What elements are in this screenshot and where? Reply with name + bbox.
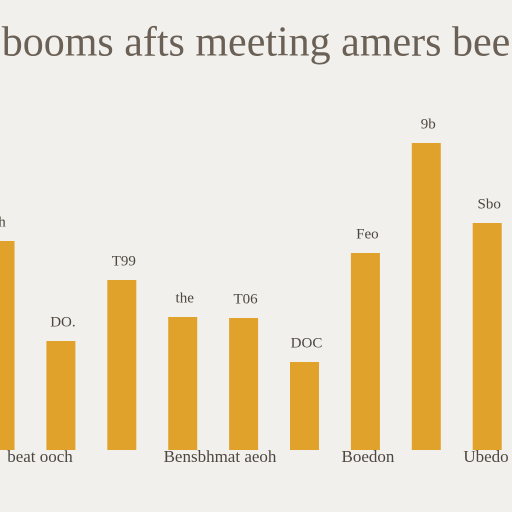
bar (168, 317, 198, 450)
bar (107, 280, 137, 450)
bar-label: Sbo (478, 196, 501, 212)
bar-label: Feo (356, 226, 379, 242)
bar (0, 241, 15, 450)
bar-label: the (176, 290, 195, 306)
bar (229, 318, 259, 450)
bar (411, 143, 441, 450)
bar-label: h (0, 214, 6, 230)
bar-label: DOC (291, 335, 323, 351)
bar (350, 253, 380, 450)
bar (46, 341, 76, 450)
bar-label: T99 (112, 253, 136, 269)
bar (472, 223, 502, 450)
x-label: Boedon (342, 447, 395, 466)
x-label: beat ooch (7, 447, 73, 466)
chart-title: booms afts meeting amers bee (2, 20, 511, 66)
bar-label: DO. (50, 314, 75, 330)
bar-label: 9b (421, 116, 436, 132)
x-label: Ubedo (463, 447, 508, 466)
bar (290, 362, 319, 450)
bar-label: T06 (234, 291, 259, 307)
x-label: Bensbhmat aeoh (164, 447, 277, 466)
